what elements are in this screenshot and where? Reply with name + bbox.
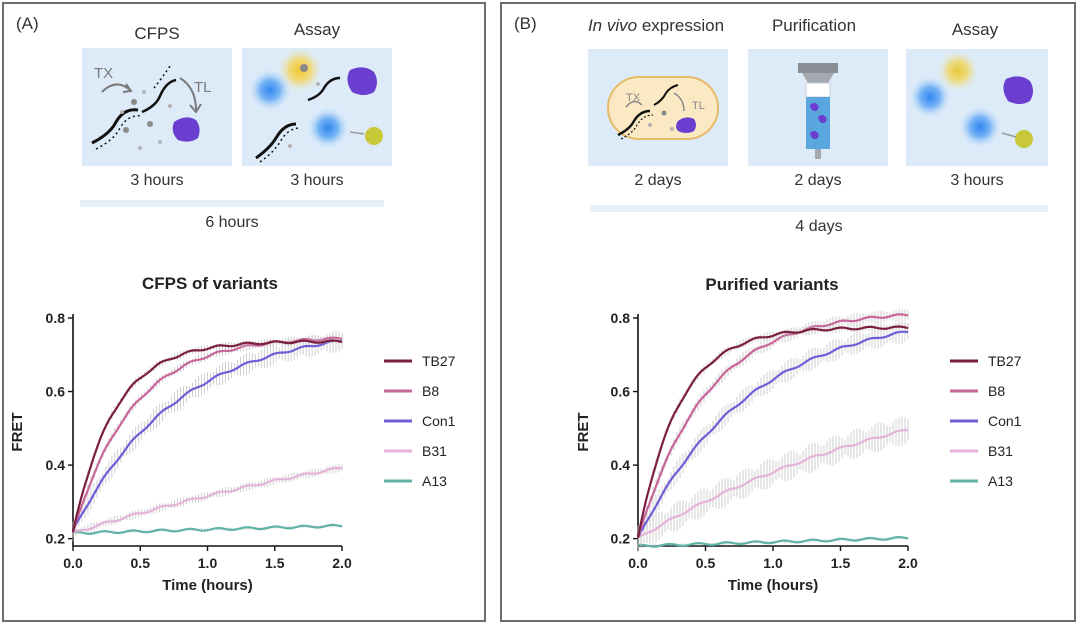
legend-label-b8: B8 — [988, 383, 1005, 399]
tx-label: TX — [94, 65, 113, 82]
duration-cfps: 3 hours — [130, 172, 184, 189]
protein-icon — [347, 67, 377, 95]
x-tick-label: 1.0 — [198, 555, 218, 571]
x-tick-label: 0.0 — [63, 555, 83, 571]
assay-icon — [248, 48, 383, 163]
cfps-icon: TX TL — [91, 65, 212, 150]
legend-label-tb27: TB27 — [988, 353, 1022, 369]
series-line-tb27 — [71, 339, 343, 533]
series-line-b31 — [72, 466, 343, 534]
series-b8 — [636, 308, 909, 545]
x-tick-label: 0.5 — [696, 555, 716, 571]
y-tick-label: 0.8 — [46, 310, 66, 326]
panel-label: (B) — [514, 14, 537, 33]
legend-label-con1: Con1 — [988, 413, 1022, 429]
y-tick-label: 0.4 — [46, 457, 66, 473]
duration-expression: 2 days — [634, 172, 682, 189]
series-line-b8 — [636, 313, 909, 539]
step-title-assay: Assay — [293, 20, 341, 39]
series-line-a13 — [72, 523, 343, 535]
x-tick-label: 2.0 — [898, 555, 918, 571]
legend-label-a13: A13 — [988, 473, 1013, 489]
total-duration: 4 days — [795, 218, 843, 235]
series-line-b8 — [71, 336, 343, 533]
y-axis-label: FRET — [575, 412, 592, 451]
x-tick-label: 2.0 — [332, 555, 352, 571]
panel-b: (B) In vivo expression Purification Assa… — [500, 2, 1076, 622]
y-tick-label: 0.8 — [611, 310, 631, 326]
series-line-tb27 — [636, 325, 909, 538]
y-tick-label: 0.6 — [46, 384, 66, 400]
timeline-bar — [80, 200, 384, 207]
chart-purified: 0.2 0.4 0.6 0.8 0.0 0.5 1.0 1.5 2.0 Time (hours) F… — [575, 308, 1022, 594]
step-title-italic: In vivo — [587, 16, 638, 35]
cfps-illustration: TX TL — [82, 48, 232, 166]
duration-assay: 3 hours — [950, 172, 1004, 189]
y-tick-label: 0.2 — [46, 531, 66, 547]
x-tick-label: 1.5 — [265, 555, 285, 571]
x-tick-label: 0.0 — [628, 555, 648, 571]
series-a13 — [72, 523, 343, 535]
timeline-bar — [590, 205, 1048, 212]
assay-illustration — [242, 48, 392, 166]
legend-label-a13: A13 — [422, 473, 447, 489]
step-title-rest: expression — [637, 16, 725, 35]
panel-label: (A) — [16, 14, 39, 33]
series-line-con1 — [72, 339, 343, 531]
protein-icon — [676, 117, 696, 133]
step-title-purification: Purification — [771, 16, 857, 35]
assay-illustration — [906, 49, 1048, 166]
duration-purification: 2 days — [794, 172, 842, 189]
cell-icon: TX TL — [607, 76, 719, 140]
legend-label-b31: B31 — [422, 443, 447, 459]
protein-icon — [172, 117, 200, 142]
y-axis-label: FRET — [9, 412, 26, 451]
tl-label: TL — [692, 100, 705, 112]
series-line-a13 — [637, 535, 909, 548]
y-tick-label: 0.4 — [611, 457, 631, 473]
series-tb27 — [71, 337, 343, 537]
chart-title: Purified variants — [705, 275, 839, 294]
y-tick-label: 0.2 — [611, 531, 631, 547]
legend-label-con1: Con1 — [422, 413, 456, 429]
x-tick-label: 0.5 — [131, 555, 151, 571]
ligand-icon — [365, 127, 383, 145]
panel-a: (A) CFPS Assay TX TL — [2, 2, 486, 622]
expression-illustration: TX TL — [588, 49, 728, 166]
column-icon — [798, 63, 838, 159]
total-duration: 6 hours — [205, 214, 259, 231]
step-title-assay: Assay — [951, 20, 999, 39]
duration-assay: 3 hours — [290, 172, 344, 189]
series-line-con1 — [637, 330, 908, 539]
y-tick-label: 0.6 — [611, 384, 631, 400]
x-tick-label: 1.5 — [831, 555, 851, 571]
x-axis-label: Time (hours) — [162, 577, 253, 594]
step-title-cfps: CFPS — [134, 24, 180, 43]
chart-title: CFPS of variants — [141, 274, 279, 293]
x-tick-label: 1.0 — [763, 555, 783, 571]
ligand-icon — [1015, 130, 1033, 148]
tl-label: TL — [194, 79, 212, 96]
assay-icon — [908, 49, 1033, 149]
chart-cfps: 0.2 0.4 0.6 0.8 0.0 0.5 1.0 1.5 2.0 Time (hours) F… — [9, 310, 456, 594]
purification-illustration — [748, 49, 888, 166]
legend-label-tb27: TB27 — [422, 353, 456, 369]
step-title-expression: In vivo expression — [574, 16, 738, 36]
protein-icon — [1003, 76, 1033, 104]
series-b31 — [637, 416, 909, 552]
legend-label-b31: B31 — [988, 443, 1013, 459]
series-line-b31 — [637, 429, 909, 539]
series-con1 — [637, 321, 909, 549]
legend-label-b8: B8 — [422, 383, 439, 399]
series-tb27 — [636, 323, 909, 543]
series-b8 — [71, 334, 343, 538]
series-b31 — [72, 464, 343, 538]
x-axis-label: Time (hours) — [728, 577, 819, 594]
